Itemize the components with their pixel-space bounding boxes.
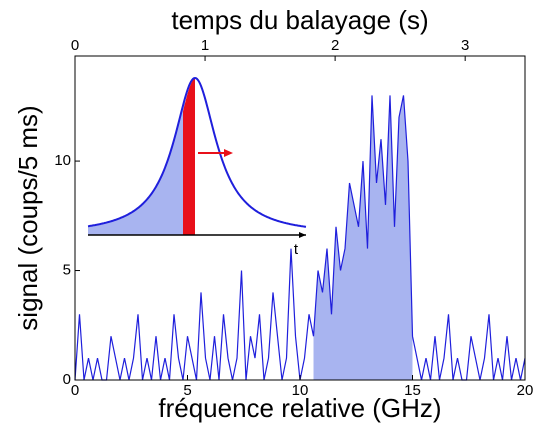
x2-tick-label: 1 [201, 37, 209, 54]
x2-tick-label: 3 [461, 37, 469, 54]
y-tick-label: 10 [54, 152, 71, 169]
x-axis-label: fréquence relative (GHz) [158, 393, 441, 423]
x-tick-label: 20 [517, 382, 534, 399]
inset-curve [87, 76, 307, 228]
signal-fill [313, 95, 413, 380]
x-tick-label: 10 [292, 382, 309, 399]
top-axis-label: temps du balayage (s) [171, 5, 428, 35]
inset-shade [88, 98, 185, 235]
x-tick-label: 0 [71, 382, 79, 399]
x-tick-label: 5 [183, 382, 191, 399]
inset-axis-arrow [299, 232, 306, 238]
y-tick-label: 0 [63, 371, 71, 388]
inset-axis-label: t [294, 241, 299, 258]
x2-tick-label: 0 [71, 37, 79, 54]
x-tick-label: 15 [404, 382, 421, 399]
inset-pulse [183, 78, 195, 235]
y-tick-label: 5 [63, 262, 71, 279]
y-axis-label: signal (coups/5 ms) [13, 105, 43, 330]
inset: t [87, 76, 307, 258]
inset-arrow-head [224, 149, 233, 157]
signal-line [74, 95, 526, 381]
x2-tick-label: 2 [331, 37, 339, 54]
